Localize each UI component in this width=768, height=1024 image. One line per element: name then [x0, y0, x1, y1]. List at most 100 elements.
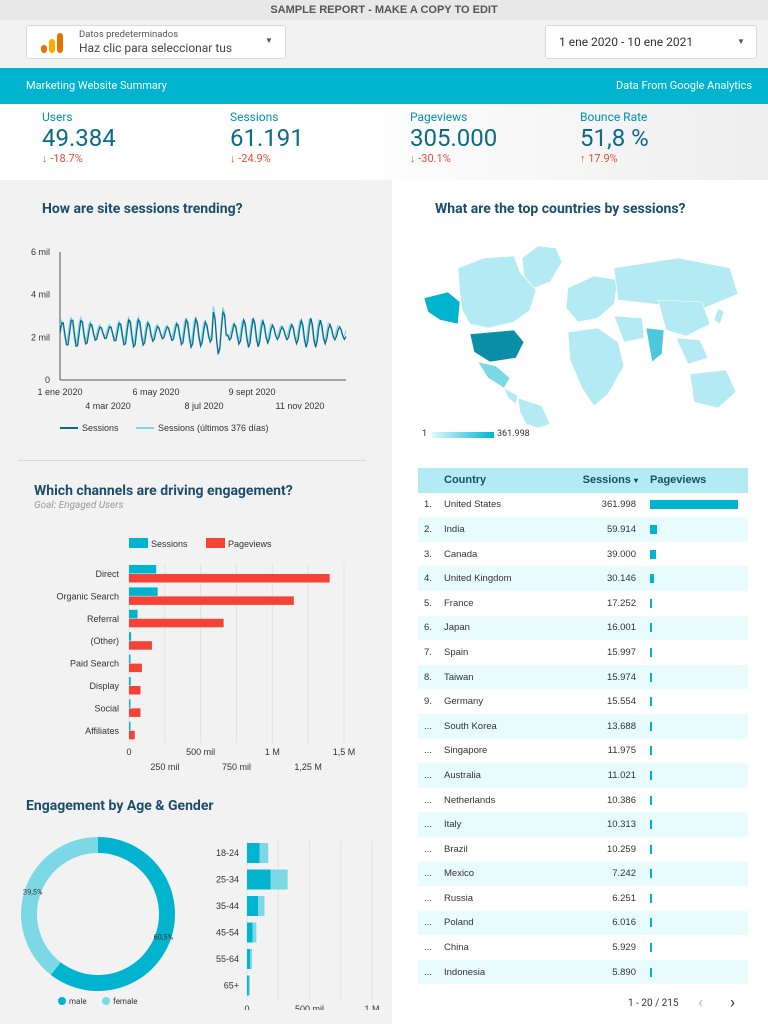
chevron-down-icon: ▼ — [737, 37, 745, 46]
kpi-delta-value: -18.7% — [50, 152, 83, 165]
bar-male — [247, 869, 271, 890]
row-rank: ... — [418, 738, 444, 764]
row-sessions: 10.386 — [568, 787, 644, 813]
row-sessions: 11.975 — [568, 738, 644, 764]
category-label: Affiliates — [85, 726, 119, 736]
sessions-trend-title: How are site sessions trending? — [42, 201, 243, 217]
bar-female — [258, 896, 265, 916]
row-country: Brazil — [444, 836, 568, 862]
table-row[interactable]: ... Netherlands 10.386 — [418, 787, 748, 813]
kpi-label: Users — [42, 110, 73, 124]
row-country: Italy — [444, 812, 568, 837]
pageviews-column-header[interactable]: Pageviews — [644, 468, 748, 493]
row-sessions: 15.974 — [568, 664, 644, 690]
row-pageviews-cell — [644, 517, 748, 542]
banner-title: Marketing Website Summary — [26, 79, 167, 92]
legend-label: female — [113, 997, 137, 1006]
kpi-label: Bounce Rate — [580, 110, 648, 124]
row-country: Netherlands — [444, 787, 568, 813]
row-rank: 8. — [418, 664, 444, 690]
row-rank: 6. — [418, 615, 444, 641]
row-country: Japan — [444, 615, 568, 641]
row-country: Poland — [444, 910, 568, 936]
map-legend-min: 1 — [422, 429, 428, 439]
legend-label: Sessions (últimos 376 días) — [158, 423, 269, 433]
x-tick-label: 6 may 2020 — [132, 387, 179, 397]
bar-pageviews — [129, 596, 294, 605]
bar-pageviews — [129, 730, 135, 740]
x-tick-label: 1,5 M — [333, 747, 356, 757]
next-page-icon[interactable]: › — [730, 993, 736, 1013]
pageviews-bar — [650, 795, 652, 805]
table-row[interactable]: ... Mexico 7.242 — [418, 861, 748, 887]
country-column-header[interactable]: Country — [444, 468, 568, 493]
category-label: Social — [94, 703, 119, 713]
banner-source: Data From Google Analytics — [616, 79, 752, 92]
table-row[interactable]: 7. Spain 15.997 — [418, 640, 748, 665]
table-row[interactable]: ... Australia 11.021 — [418, 763, 748, 788]
map-usa — [469, 329, 525, 363]
table-row[interactable]: 5. France 17.252 — [418, 590, 748, 616]
age-bars-chart: 18-24 25-34 35-44 45-54 55-64 65+ 0 500 mil 1 M — [216, 841, 380, 1010]
table-row[interactable]: 2. India 59.914 — [418, 517, 748, 542]
row-rank: ... — [418, 713, 444, 739]
rank-header — [418, 468, 444, 493]
channels-chart: Sessions Pageviews Direct Organic Search Ref… — [56, 538, 356, 772]
row-pageviews-cell — [644, 836, 748, 862]
prev-page-icon[interactable]: ‹ — [698, 993, 704, 1013]
table-row[interactable]: ... China 5.929 — [418, 935, 748, 960]
row-sessions: 5.890 — [568, 959, 644, 985]
x-tick-label: 1,25 M — [294, 762, 322, 772]
slice-label: 60,5% — [153, 932, 173, 941]
legend-swatch — [102, 997, 110, 1005]
map-africa — [567, 327, 625, 407]
bar-pageviews — [129, 574, 330, 583]
table-row[interactable]: ... Russia 6.251 — [418, 886, 748, 911]
kpi-sessions: Sessions 61.191 ↓ -24.9% — [230, 110, 304, 165]
category-label: Referral — [87, 614, 119, 624]
table-row[interactable]: 6. Japan 16.001 — [418, 615, 748, 641]
date-range-value: 1 ene 2020 - 10 ene 2021 — [559, 35, 694, 49]
date-range-selector[interactable]: 1 ene 2020 - 10 ene 2021 ▼ — [545, 25, 757, 59]
countries-title: What are the top countries by sessions? — [435, 201, 686, 217]
table-row[interactable]: ... Italy 10.313 — [418, 812, 748, 837]
table-row[interactable]: 4. United Kingdom 30.146 — [418, 566, 748, 591]
table-pagination: 1 - 20 / 215 — [628, 998, 679, 1009]
table-row[interactable]: 3. Canada 39.000 — [418, 541, 748, 567]
pageviews-bar — [650, 598, 652, 608]
table-row[interactable]: ... Brazil 10.259 — [418, 836, 748, 862]
pageviews-bar — [650, 820, 652, 830]
table-row[interactable]: 1. United States 361.998 — [418, 492, 748, 518]
trend-divider — [18, 460, 366, 461]
pageviews-bar — [650, 918, 652, 928]
table-row[interactable]: ... South Korea 13.688 — [418, 713, 748, 739]
kpi-bounce-rate: Bounce Rate 51,8 % ↑ 17.9% — [580, 110, 649, 165]
row-sessions: 10.259 — [568, 836, 644, 862]
row-rank: 9. — [418, 689, 444, 714]
bar-female — [248, 975, 250, 996]
pageviews-bar — [650, 770, 652, 780]
table-row[interactable]: ... Singapore 11.975 — [418, 738, 748, 764]
row-rank: 1. — [418, 492, 444, 518]
table-row[interactable]: 8. Taiwan 15.974 — [418, 664, 748, 690]
kpi-label: Sessions — [230, 110, 279, 124]
row-sessions: 5.929 — [568, 935, 644, 960]
category-label: 55-64 — [216, 954, 239, 964]
data-source-selector[interactable]: Datos predeterminados Haz clic para sele… — [26, 25, 286, 59]
table-row[interactable]: 9. Germany 15.554 — [418, 689, 748, 714]
row-country: Germany — [444, 689, 568, 714]
pageviews-bar — [650, 697, 652, 707]
row-country: South Korea — [444, 713, 568, 739]
category-label: Paid Search — [70, 659, 119, 669]
world-map — [423, 245, 739, 428]
sessions-column-header[interactable]: Sessions ▾ — [568, 468, 644, 493]
table-row[interactable]: ... Poland 6.016 — [418, 910, 748, 936]
table-row[interactable]: ... Indonesia 5.890 — [418, 959, 748, 985]
category-label: 18-24 — [216, 848, 239, 858]
legend-label: Sessions — [151, 539, 188, 549]
row-pageviews-cell — [644, 886, 748, 911]
bar-male — [247, 949, 251, 969]
pageviews-bar — [650, 623, 652, 633]
map-middle-east — [613, 315, 645, 343]
map-japan — [713, 307, 725, 325]
